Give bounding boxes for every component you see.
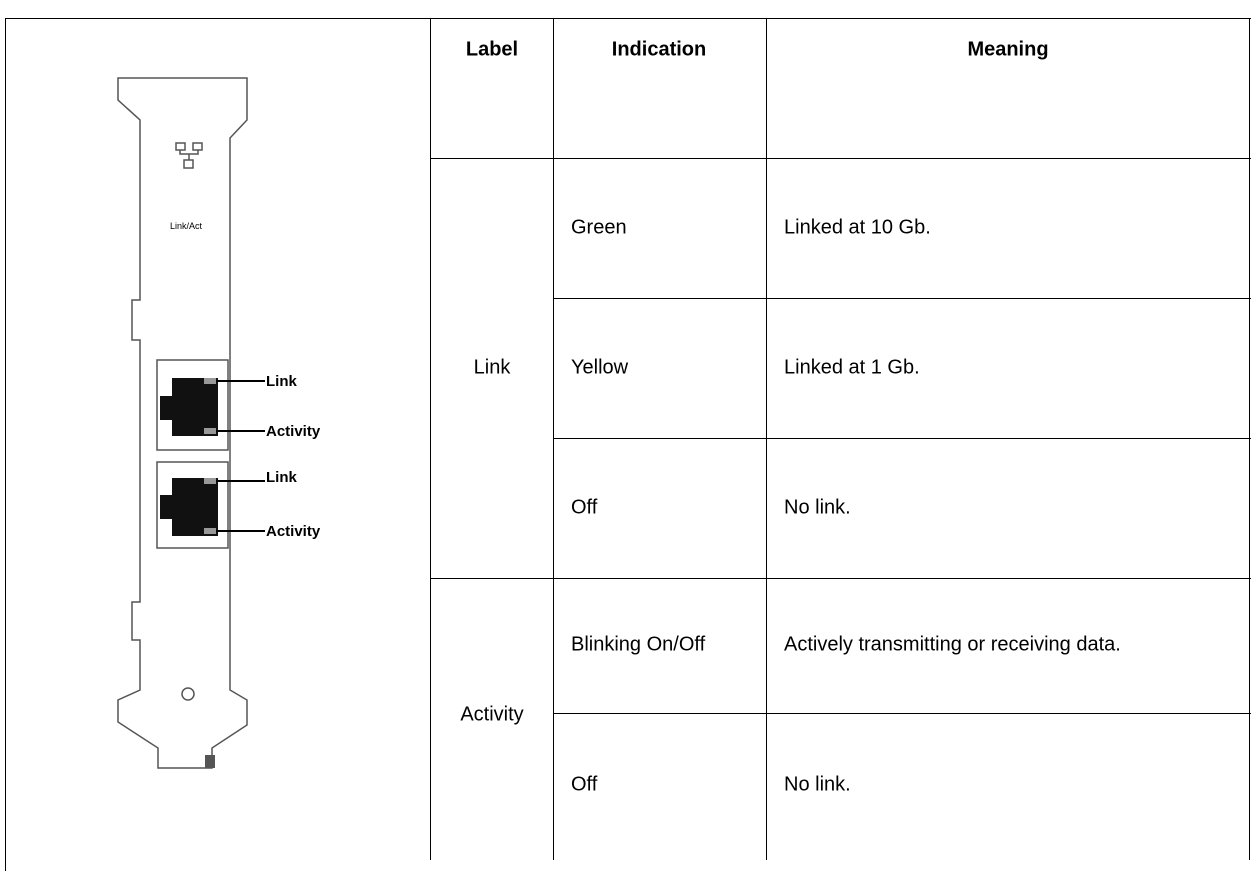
- cell: No link.: [784, 773, 851, 796]
- header-cell: Indication: [611, 38, 707, 61]
- rule: [430, 18, 431, 860]
- cell: Yellow: [571, 356, 629, 379]
- rule: [553, 438, 1251, 439]
- rule: [5, 18, 1251, 19]
- header-cell: Label: [465, 38, 519, 61]
- callout: Link: [266, 469, 297, 486]
- rule: [553, 18, 554, 860]
- rule: [430, 578, 1251, 579]
- cell: Off: [571, 773, 598, 796]
- rule: [766, 18, 767, 860]
- group-label: Link: [473, 356, 511, 379]
- cell: Blinking On/Off: [571, 633, 706, 656]
- rule: [553, 298, 1251, 299]
- cell: Linked at 1 Gb.: [784, 356, 920, 379]
- cell: Off: [571, 496, 598, 519]
- rule: [430, 158, 1251, 159]
- callout: Activity: [266, 523, 321, 540]
- callout: Link: [266, 373, 297, 390]
- callout: Activity: [266, 423, 321, 440]
- cell: Linked at 10 Gb.: [784, 216, 931, 239]
- header-cell: Meaning: [967, 38, 1049, 61]
- bracket-diagram: Link/Act Link Activity Link Activity: [117, 77, 321, 769]
- cell: Actively transmitting or receiving data.: [784, 633, 1121, 656]
- cell: No link.: [784, 496, 851, 519]
- rule: [5, 18, 6, 871]
- rule: [1249, 18, 1250, 860]
- cell: Green: [571, 216, 627, 239]
- port-label: Link/Act: [170, 221, 203, 231]
- group-label: Activity: [460, 703, 524, 726]
- rule: [553, 713, 1251, 714]
